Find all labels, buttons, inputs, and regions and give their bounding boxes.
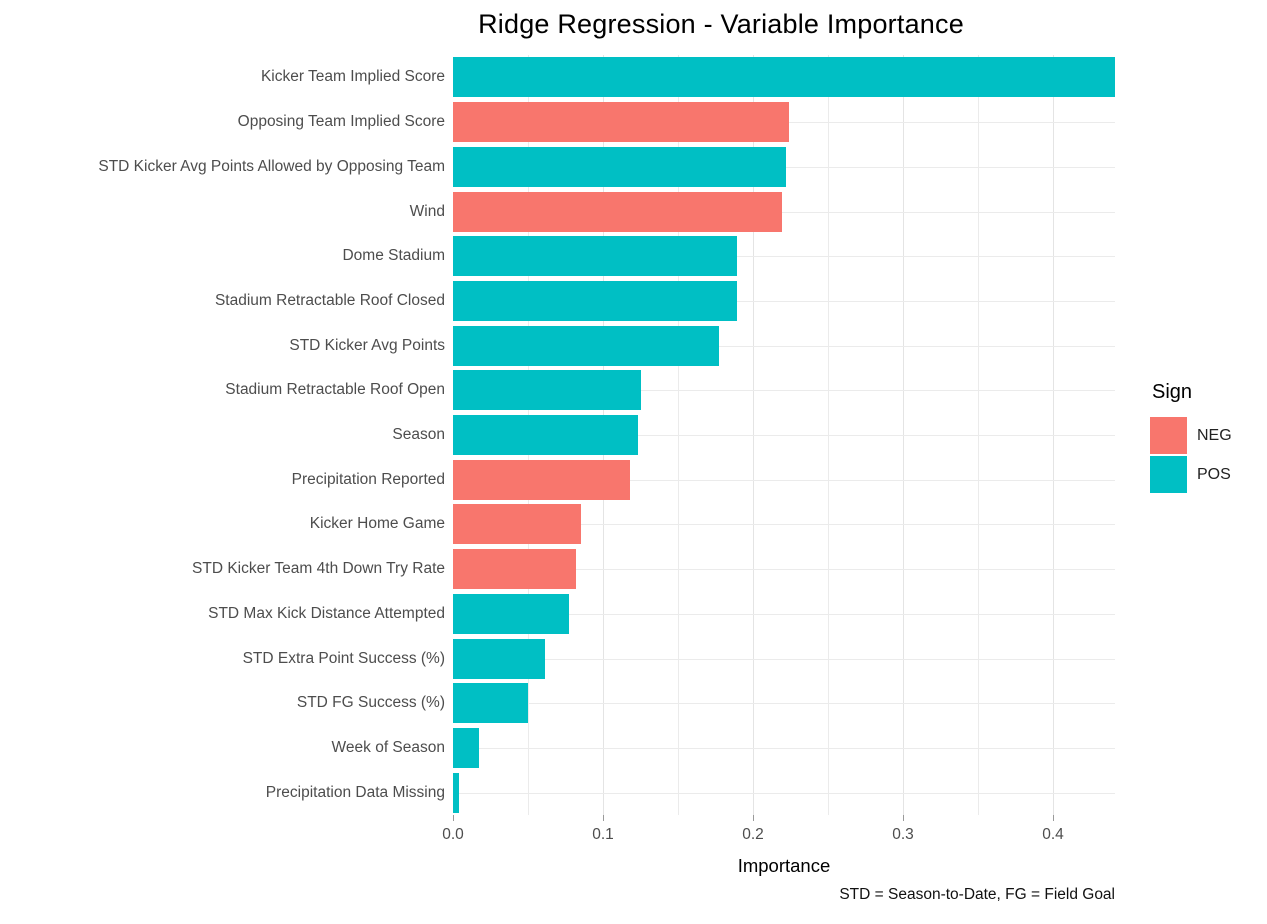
- importance-bar: [453, 772, 459, 813]
- gridline-y: [453, 658, 1115, 660]
- importance-bar: [453, 102, 789, 143]
- y-axis-label: STD Kicker Team 4th Down Try Rate: [192, 560, 445, 578]
- legend-entries: NEG POS: [1150, 417, 1232, 493]
- gridline-y: [453, 613, 1115, 615]
- gridline-y: [453, 390, 1115, 392]
- y-axis-label: STD FG Success (%): [296, 694, 445, 712]
- legend: Sign NEG POS: [1150, 381, 1232, 495]
- y-axis-label: Week of Season: [331, 738, 445, 756]
- gridline-y: [453, 211, 1115, 213]
- y-axis-label: Stadium Retractable Roof Open: [225, 381, 445, 399]
- gridline-y: [453, 703, 1115, 705]
- importance-bar: [453, 415, 638, 455]
- legend-swatch-neg: [1150, 417, 1187, 454]
- gridline-y: [453, 479, 1115, 481]
- x-tick-label: 0.1: [592, 826, 614, 843]
- importance-bar: [453, 370, 641, 411]
- y-axis-label: STD Kicker Avg Points: [289, 336, 445, 354]
- gridline-y: [453, 256, 1115, 258]
- y-axis-label: STD Kicker Avg Points Allowed by Opposin…: [98, 157, 445, 175]
- importance-bar: [453, 504, 581, 545]
- importance-bar: [453, 549, 576, 590]
- y-axis-label: Kicker Team Implied Score: [260, 68, 445, 86]
- legend-label: POS: [1197, 465, 1231, 483]
- importance-bar: [453, 683, 528, 724]
- gridline-y: [453, 569, 1115, 571]
- y-axis-label: Wind: [409, 202, 445, 220]
- y-axis-label: Kicker Home Game: [309, 515, 445, 533]
- y-axis-label: Opposing Team Implied Score: [237, 113, 445, 131]
- x-tick-mark: [903, 815, 904, 821]
- importance-bar: [453, 459, 630, 500]
- importance-bar: [453, 57, 1115, 98]
- y-axis-label: Precipitation Data Missing: [265, 783, 445, 801]
- x-tick-label: 0.3: [892, 826, 914, 843]
- plot-caption: STD = Season-to-Date, FG = Field Goal: [839, 886, 1115, 903]
- y-axis-label: Season: [392, 426, 445, 443]
- gridline-y: [453, 747, 1115, 749]
- x-tick-label: 0.2: [742, 826, 764, 843]
- x-tick-mark: [453, 815, 454, 821]
- importance-bar: [453, 146, 786, 187]
- gridline-y: [453, 300, 1115, 302]
- importance-bar: [453, 593, 569, 634]
- importance-bar: [453, 727, 479, 768]
- importance-bar: [453, 325, 719, 366]
- plot-title: Ridge Regression - Variable Importance: [478, 9, 964, 39]
- x-tick-label: 0.0: [442, 826, 464, 843]
- legend-entry-neg: NEG: [1150, 417, 1232, 454]
- plot-panel: [453, 55, 1115, 815]
- y-axis-label: Dome Stadium: [342, 247, 445, 265]
- gridline-y: [453, 435, 1115, 436]
- importance-bar: [453, 638, 545, 679]
- legend-title: Sign: [1152, 381, 1193, 403]
- importance-bar: [453, 191, 782, 232]
- x-tick-label: 0.4: [1042, 826, 1064, 843]
- legend-label: NEG: [1197, 426, 1232, 444]
- y-axis-label: Stadium Retractable Roof Closed: [214, 291, 445, 309]
- gridline-y: [453, 345, 1115, 347]
- y-axis-label: STD Extra Point Success (%): [242, 649, 445, 667]
- y-axis-label: Precipitation Reported: [291, 470, 445, 488]
- legend-entry-pos: POS: [1150, 456, 1232, 493]
- importance-bar: [453, 236, 737, 277]
- x-axis-title: Importance: [737, 855, 831, 876]
- y-axis-label: STD Max Kick Distance Attempted: [208, 604, 445, 622]
- x-tick-mark: [603, 815, 604, 821]
- gridline-y: [453, 524, 1115, 526]
- gridline-y: [453, 792, 1115, 794]
- x-tick-mark: [1053, 815, 1054, 821]
- importance-bar: [453, 280, 737, 321]
- x-tick-mark: [753, 815, 754, 821]
- legend-swatch-pos: [1150, 456, 1187, 493]
